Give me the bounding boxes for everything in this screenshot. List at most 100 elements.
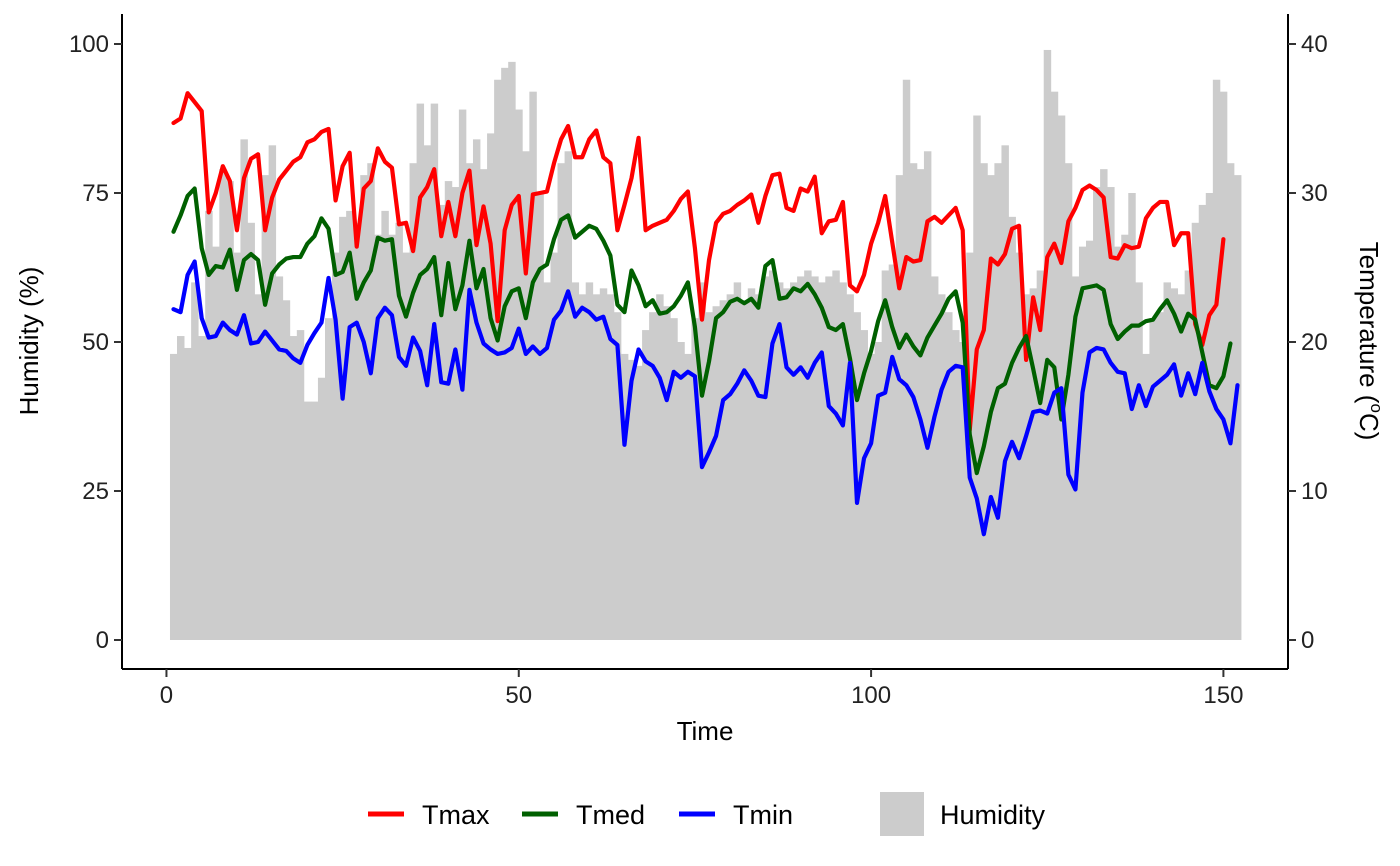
legend-label-tmax: Tmax [422, 800, 490, 830]
humidity-bar [212, 246, 220, 640]
humidity-bar [592, 294, 601, 640]
x-tick-label: 150 [1203, 682, 1243, 709]
temperature-lines [171, 91, 1240, 537]
humidity-bar [1226, 163, 1235, 640]
humidity-bar [515, 109, 523, 640]
humidity-bar [952, 330, 960, 640]
y-right-tick-label: 10 [1301, 478, 1328, 505]
humidity-bar [430, 103, 439, 641]
humidity-bar [437, 204, 446, 641]
legend-label-tmed: Tmed [576, 800, 645, 830]
humidity-bar [642, 330, 650, 640]
humidity-bar [663, 306, 671, 640]
humidity-bar [191, 282, 199, 640]
humidity-bar [1029, 288, 1038, 640]
humidity-bar [557, 163, 565, 640]
humidity-bar [930, 276, 939, 640]
right-axis-title: Temperature (oC) [1354, 242, 1386, 441]
humidity-bar [811, 276, 819, 640]
humidity-bar [268, 145, 277, 640]
humidity-bar [423, 145, 432, 640]
humidity-bar [543, 282, 551, 640]
humidity-bar [902, 79, 911, 640]
humidity-bar [289, 336, 298, 640]
humidity-bar [1008, 216, 1016, 640]
humidity-bar [571, 282, 580, 640]
humidity-bar [1093, 187, 1101, 641]
humidity-bar [712, 306, 720, 640]
humidity-bar [973, 115, 981, 640]
humidity-bar [536, 193, 544, 640]
humidity-bar [472, 139, 481, 641]
humidity-bar [177, 336, 185, 640]
humidity-bar [656, 294, 664, 640]
humidity-bar [465, 163, 474, 640]
humidity-bar [494, 79, 502, 640]
series-line-tmax [171, 91, 1226, 433]
humidity-bar [247, 222, 255, 641]
humidity-bar [1121, 234, 1129, 640]
humidity-bar [233, 252, 241, 640]
y-right-tick-label: 0 [1301, 627, 1314, 654]
humidity-bar [360, 175, 368, 640]
humidity-bar [1156, 312, 1164, 640]
humidity-bar [980, 163, 988, 640]
humidity-bar [339, 216, 347, 640]
humidity-bar [381, 210, 389, 640]
humidity-bar [1205, 193, 1214, 640]
humidity-bar [169, 353, 178, 640]
right-axis-title-sup: o [1367, 403, 1386, 412]
humidity-bar [317, 377, 326, 640]
humidity-bar [775, 282, 784, 640]
humidity-bar [1078, 246, 1087, 640]
humidity-bar [1001, 145, 1009, 640]
humidity-bar [1015, 252, 1023, 640]
humidity-bar [1064, 163, 1073, 640]
legend-label-humidity: Humidity [940, 800, 1046, 830]
humidity-bar [296, 330, 305, 640]
y-right-tick-label: 30 [1301, 180, 1328, 207]
humidity-bar [487, 133, 495, 640]
humidity-bar [522, 151, 530, 640]
humidity-bar [226, 181, 234, 640]
humidity-bar [761, 276, 770, 640]
y-left-tick-label: 25 [82, 478, 109, 505]
humidity-bar [416, 103, 425, 641]
y-left-tick-label: 75 [82, 180, 109, 207]
humidity-bar [198, 336, 206, 640]
humidity-bar [599, 288, 608, 640]
humidity-bar [754, 294, 763, 640]
humidity-bar [691, 318, 699, 640]
humidity-bar [1191, 222, 1200, 641]
humidity-bar [310, 401, 319, 640]
humidity-bar [480, 169, 488, 640]
humidity-bar [402, 252, 410, 640]
right-axis-title-main: Temperature ( [1354, 242, 1384, 404]
humidity-bar [1043, 49, 1052, 640]
x-tick-label: 0 [160, 682, 173, 709]
humidity-bar [282, 300, 291, 640]
humidity-bar [451, 187, 460, 641]
humidity-bar [353, 222, 361, 641]
y-left-tick-label: 0 [96, 627, 109, 654]
y-right-tick-label: 40 [1301, 31, 1328, 58]
humidity-bar [1212, 79, 1221, 640]
humidity-bar [945, 312, 953, 640]
humidity-bar [867, 353, 876, 640]
right-axis-title-unit: C) [1354, 413, 1384, 440]
y-right-tick-label: 20 [1301, 329, 1328, 356]
humidity-bar [1170, 288, 1179, 640]
humidity-bar [374, 234, 382, 640]
humidity-bar [923, 151, 932, 640]
legend-key-humidity [880, 792, 924, 836]
humidity-bar [994, 163, 1002, 640]
humidity-bar [726, 294, 735, 640]
humidity-bar [388, 234, 396, 640]
humidity-bar [395, 222, 403, 641]
y-left-tick-label: 50 [82, 329, 109, 356]
humidity-bar [1149, 318, 1157, 640]
humidity-bar [804, 270, 812, 640]
humidity-bar [275, 276, 284, 640]
humidity-bar [790, 282, 798, 640]
